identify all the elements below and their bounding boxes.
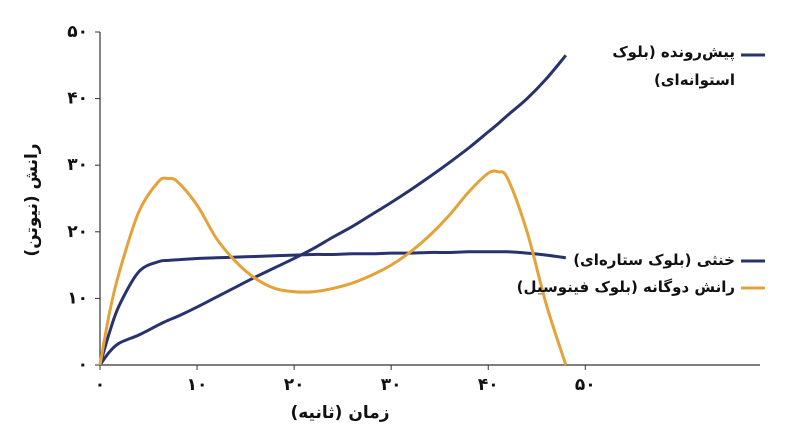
x-tick-label: ۱۰	[187, 375, 208, 395]
x-tick-label: ۳۰	[381, 375, 402, 395]
y-tick-label: ۲۰	[67, 222, 88, 242]
x-tick-label: ۴۰	[478, 375, 499, 395]
series-line	[98, 54, 568, 366]
x-axis-label: زمان (ثانیه)	[290, 403, 389, 423]
legend-label: پیش‌رونده (بلوک استوانه‌ای)	[612, 43, 735, 89]
y-axis-label: رانش (نیوتن)	[22, 143, 42, 256]
legend-label: رانش دوگانه (بلوک فینوسیل)	[516, 278, 735, 296]
y-tick-label: ۳۰	[67, 155, 88, 175]
x-tick-label: ۵۰	[575, 375, 596, 395]
y-tick-label: ۴۰	[67, 89, 88, 109]
legend-label: خنثی (بلوک ستاره‌ای)	[573, 251, 735, 269]
y-tick-label: ۰	[78, 355, 88, 375]
series-line	[98, 169, 568, 366]
x-tick-label: ۲۰	[284, 375, 305, 395]
series-line	[98, 250, 567, 366]
y-tick-label: ۱۰	[67, 288, 88, 308]
y-tick-label: ۵۰	[67, 22, 88, 42]
x-tick-label: ۰	[95, 375, 105, 395]
